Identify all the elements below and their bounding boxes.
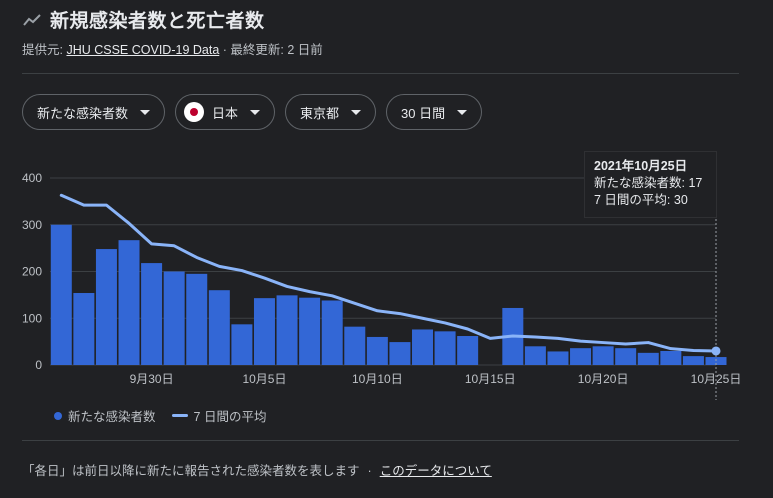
- source-link[interactable]: JHU CSSE COVID-19 Data: [66, 43, 220, 57]
- y-tick-label: 0: [35, 358, 42, 372]
- footer: 「各日」は前日以降に新たに報告された感染者数を表します · このデータについて: [22, 460, 492, 479]
- x-tick-label: 10月10日: [352, 372, 403, 386]
- trend-line-icon: [23, 13, 41, 26]
- bar: [118, 240, 140, 365]
- bar: [231, 324, 253, 365]
- x-tick-label: 10月20日: [578, 372, 629, 386]
- x-tick-label: 10月5日: [242, 372, 286, 386]
- bar: [389, 342, 411, 365]
- page-title: 新規感染者数と死亡者数: [50, 11, 265, 32]
- bar: [366, 336, 388, 365]
- bar: [73, 293, 95, 365]
- legend-line-swatch: [171, 414, 188, 417]
- tooltip-cases: 新たな感染者数: 17: [594, 176, 703, 190]
- period-dropdown[interactable]: 30 日間: [386, 94, 483, 130]
- bar: [524, 346, 546, 365]
- chart-tooltip: 2021年10月25日 新たな感染者数: 17 7 日間の平均: 30: [584, 151, 717, 218]
- x-tick-label: 10月25日: [691, 372, 742, 386]
- footer-separator: ·: [367, 464, 372, 478]
- bar: [321, 300, 343, 365]
- legend-bar-label: 新たな感染者数: [68, 410, 156, 424]
- region-dropdown[interactable]: 東京都: [285, 94, 377, 130]
- bar: [705, 357, 727, 365]
- average-line: [59, 193, 718, 353]
- footer-note: 「各日」は前日以降に新たに報告された感染者数を表します: [22, 464, 360, 478]
- bar: [186, 273, 208, 365]
- top-divider: [22, 73, 739, 74]
- bar: [570, 348, 592, 365]
- bar: [615, 348, 637, 365]
- y-tick-label: 100: [22, 311, 42, 325]
- bar: [141, 263, 163, 365]
- caret-down-icon: [351, 109, 362, 115]
- updated-text: · 最終更新: 2 日前: [219, 43, 323, 57]
- chart-legend: 新たな感染者数 7 日間の平均: [54, 406, 266, 425]
- x-tick-label: 10月15日: [465, 372, 516, 386]
- tooltip-date: 2021年10月25日: [594, 159, 688, 173]
- y-tick-label: 400: [22, 171, 42, 185]
- bar: [412, 329, 434, 365]
- caret-down-icon: [250, 109, 261, 115]
- country-label: 日本: [212, 105, 239, 121]
- hover-point: [711, 346, 721, 356]
- bar: [95, 249, 117, 365]
- bar: [163, 271, 185, 365]
- bar: [660, 350, 682, 365]
- bar: [208, 290, 230, 365]
- country-dropdown[interactable]: 日本: [175, 94, 276, 130]
- title-row: 新規感染者数と死亡者数: [22, 6, 265, 33]
- caret-down-icon: [457, 109, 468, 115]
- y-tick-label: 300: [22, 218, 42, 232]
- metric-dropdown[interactable]: 新たな感染者数: [22, 94, 166, 130]
- bar: [592, 346, 614, 365]
- bar: [637, 352, 659, 365]
- bar: [344, 326, 366, 365]
- region-label: 東京都: [300, 105, 340, 121]
- bottom-divider: [22, 440, 739, 441]
- japan-flag-icon: [184, 102, 205, 122]
- period-label: 30 日間: [401, 105, 446, 121]
- bar: [276, 295, 298, 365]
- tooltip-average: 7 日間の平均: 30: [594, 193, 688, 207]
- x-tick-label: 9月30日: [130, 372, 174, 386]
- bar: [299, 297, 321, 365]
- bar: [50, 224, 72, 365]
- metric-label: 新たな感染者数: [37, 105, 129, 121]
- source-prefix: 提供元:: [22, 43, 67, 57]
- source-line: 提供元: JHU CSSE COVID-19 Data · 最終更新: 2 日前: [22, 39, 323, 58]
- legend-line-label: 7 日間の平均: [193, 410, 267, 424]
- bar: [457, 336, 479, 365]
- filter-bar: 新たな感染者数 日本 東京都 30 日間: [22, 94, 483, 130]
- bar: [682, 356, 704, 365]
- legend-bar-swatch: [54, 411, 62, 420]
- y-tick-label: 200: [22, 265, 42, 279]
- about-data-link[interactable]: このデータについて: [379, 464, 492, 478]
- bar: [434, 331, 456, 365]
- caret-down-icon: [140, 109, 151, 115]
- bar: [547, 351, 569, 365]
- bar: [253, 298, 275, 365]
